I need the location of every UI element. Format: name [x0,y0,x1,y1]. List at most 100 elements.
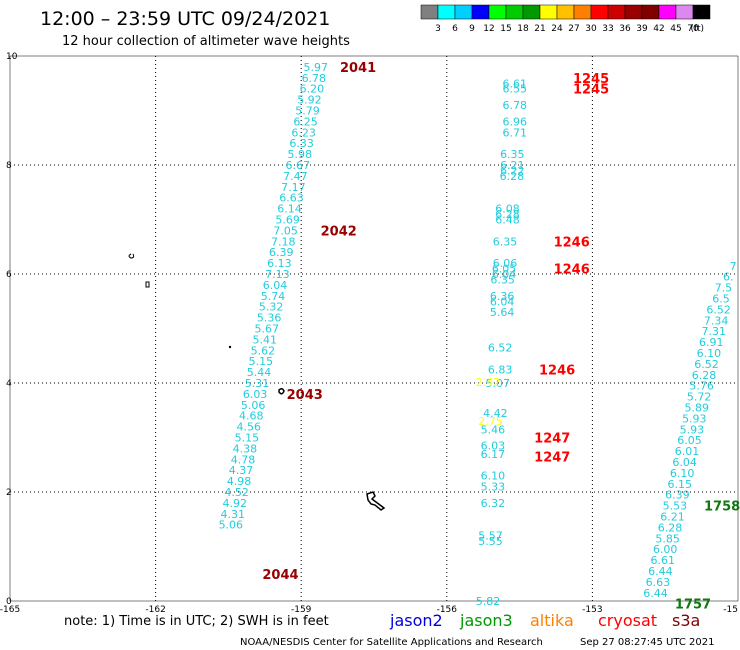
colorbar-swatch [505,4,524,20]
wave-height-value: 6.71 [502,126,527,139]
colorbar-swatch [658,4,677,20]
y-tick-label: 10 [6,52,18,62]
colorbar-swatch [437,4,456,20]
island-outlines [128,253,386,511]
colorbar-label: 9 [469,24,475,34]
wave-height-value: 5.89 [684,402,709,415]
wave-height-value: 6.25 [293,115,318,128]
wave-height-value: 5.36 [257,312,282,325]
wave-height-value: 5.06 [241,399,266,412]
wave-height-value: 6.10 [670,467,695,480]
wave-height-value: 6.28 [500,170,525,183]
wave-height-value: 5.93 [680,423,705,436]
colorbar-label: 39 [636,24,648,34]
wave-height-value: 6.28 [495,208,520,221]
colorbar-swatch [624,4,643,20]
wave-height-value: 6.78 [502,99,527,112]
satellite-legend: jason2 jason3 altika cryosat s3a [389,611,700,630]
wave-height-value: 4.38 [233,442,258,455]
wave-height-value: 6.21 [500,159,525,172]
wave-height-value: 6.08 [495,203,520,216]
wave-height-value: 6.13 [267,257,292,270]
satellite-cryosat: cryosat [598,611,657,630]
wave-height-value: 2.75 [478,415,503,428]
wave-height-value: 7.18 [271,235,296,248]
wave-height-value: 6.5 [712,293,730,306]
wave-height-value: 7.13 [265,268,290,281]
wave-height-value: 5.72 [687,391,712,404]
wave-height-value: 5.53 [663,500,688,513]
colorbar-label: 24 [551,24,563,34]
wave-height-value: 4.52 [224,486,249,499]
wave-height-value: 6.91 [699,336,724,349]
colorbar-label: 70 [687,24,699,34]
wave-height-value: 6.04 [672,456,697,469]
wave-height-value: 5.79 [295,105,320,118]
wave-height-value: 5.67 [254,323,279,336]
wave-height-value: 4.56 [237,421,262,434]
pass-time-label: 1245 [573,72,609,87]
wave-height-value: 5.55 [478,535,503,548]
color-scale-legend: 3 6 9 12 15 18 21 24 27 30 33 36 39 42 45 70(ft) [420,4,711,34]
wave-height-value: 5.07 [486,377,511,390]
wave-height-value: 6.61 [651,554,676,567]
wave-height-value: 6.04 [263,279,288,292]
wave-height-value: 5.92 [297,94,322,107]
colorbar-label: 33 [602,24,613,34]
wave-height-value: 7.47 [283,170,308,183]
wave-height-value: 7.34 [704,314,729,327]
wave-height-value: 6.32 [481,497,506,510]
x-tick-label: -159 [291,605,312,615]
island-outline [128,253,135,259]
colorbar-label: 21 [534,24,545,34]
pass-time-label: 2041 [340,61,376,76]
map-frame [9,55,739,602]
satellite-jason3: jason3 [459,611,513,630]
colorbar-swatch [692,4,711,20]
wave-height-value: 6.04 [490,295,515,308]
wave-height-value: 5.46 [481,423,506,436]
colorbar-swatch [556,4,575,20]
wave-height-value: 6.39 [269,246,294,259]
wave-height-value: 5.33 [481,481,506,494]
wave-height-value: 5.15 [249,355,274,368]
wave-height-value: 7.05 [273,224,298,237]
island-outline [145,281,150,288]
wave-height-value: 7 [730,260,737,273]
x-tick-label: -162 [145,605,165,615]
wave-height-value: 5.41 [253,333,278,346]
wave-height-value: 6.04 [492,268,517,281]
wave-height-value: 5.76 [689,380,714,393]
y-tick-label: 6 [6,270,12,280]
colorbar-label: 18 [517,24,529,34]
wave-height-value: 6.61 [502,77,527,90]
wave-height-value: 6.23 [291,126,316,139]
wave-height-value: 6.15 [668,478,693,491]
wave-height-value: 6.35 [493,235,518,248]
y-tick-label: 2 [6,488,12,498]
wave-height-value: 6.44 [643,587,668,600]
wave-height-value: 5.69 [275,214,300,227]
wave-height-value: 6.35 [500,148,525,161]
colorbar-swatch [641,4,660,20]
wave-height-value: 6.52 [694,358,719,371]
pass-time-label: 1247 [534,451,570,466]
pass-time-label: 2043 [287,388,323,403]
wave-height-value: 6.48 [495,214,520,227]
x-tick-label: -153 [582,605,602,615]
wave-height-value: 4.78 [231,453,256,466]
colorbar-label: 6 [452,24,458,34]
colorbar-label: 12 [483,24,494,34]
colorbar-label: 42 [653,24,664,34]
wave-height-value: 7.31 [701,325,726,338]
wave-height-value: 6.21 [660,511,685,524]
colorbar-swatch [454,4,473,20]
wave-height-value: 6.96 [502,115,527,128]
wave-height-value: 6.44 [648,565,673,578]
pass-time-label: 1757 [675,598,711,613]
pass-time-label: 1245 [573,83,609,98]
longitude-tick-labels: -165 -162 -159 -156 -153 -15 [0,605,738,615]
island-outline [366,491,386,511]
pass-time-label: 2042 [321,224,357,239]
